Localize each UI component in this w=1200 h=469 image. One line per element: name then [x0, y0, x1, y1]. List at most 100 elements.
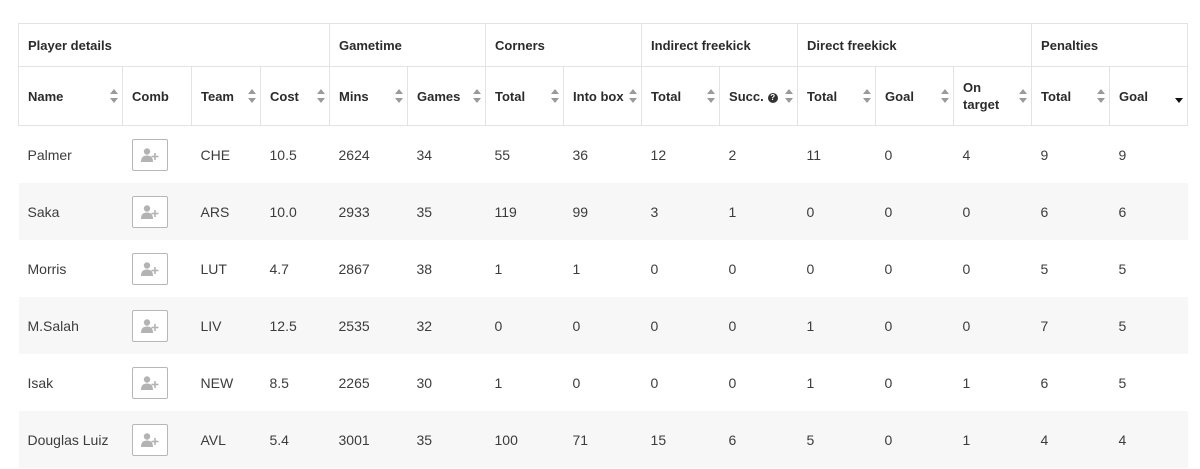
sort-icon[interactable]: [317, 89, 326, 103]
column-label: Succ.: [729, 88, 764, 104]
sort-icon[interactable]: [248, 89, 256, 103]
sort-icon[interactable]: [473, 89, 482, 103]
player-name: Isak: [27, 374, 54, 391]
corners-into-box-value: 99: [563, 183, 642, 240]
games-value: 32: [407, 297, 486, 354]
sort-icon[interactable]: [941, 89, 950, 103]
ifk-succ-value: 0: [728, 260, 737, 277]
dfk-goal-value: 0: [884, 260, 893, 277]
sort-icon[interactable]: [110, 89, 118, 103]
column-label: Comb: [132, 88, 169, 104]
column-label: Total: [1041, 88, 1072, 104]
player-name: M.Salah: [18, 297, 123, 354]
column-label: Total: [495, 88, 526, 104]
ifk-total-value: 0: [641, 297, 720, 354]
mins-value: 2624: [338, 146, 370, 163]
header-mins[interactable]: Mins: [329, 66, 409, 126]
add-to-comb-button[interactable]: [131, 423, 168, 456]
corners-total-value: 119: [485, 183, 564, 240]
column-label: Team: [201, 88, 234, 104]
column-label: Games: [417, 88, 461, 104]
header-pen-total[interactable]: Total: [1031, 66, 1111, 126]
header-dfk-on-target[interactable]: On target: [953, 66, 1033, 126]
header-cost[interactable]: Cost: [259, 66, 331, 126]
ifk-succ-value: 1: [719, 183, 798, 240]
header-ifk-succ[interactable]: Succ.?: [719, 66, 799, 126]
add-to-comb-button[interactable]: [131, 309, 168, 342]
games-value: 35: [407, 183, 486, 240]
pen-total-value: 4: [1031, 411, 1110, 468]
team-code: ARS: [191, 183, 261, 240]
games-value: 34: [416, 146, 433, 163]
team-code: NEW: [200, 374, 234, 391]
dfk-goal-value: 0: [875, 297, 954, 354]
ifk-total-value: 12: [650, 146, 667, 163]
add-user-icon: [140, 204, 158, 219]
team-code: LUT: [200, 260, 227, 277]
pen-goal-value: 5: [1118, 260, 1127, 277]
table-row: Palmer CHE 10.5 2624 34 55 36 12 2 11 0 4 9 9: [19, 126, 1188, 184]
mins-value: 2265: [338, 374, 370, 391]
sort-icon[interactable]: [863, 89, 872, 103]
dfk-total-value: 1: [806, 374, 815, 391]
sort-descending-icon[interactable]: [1175, 89, 1184, 103]
column-label: Mins: [339, 88, 369, 104]
corners-total-value: 1: [494, 374, 503, 391]
games-value: 35: [407, 411, 486, 468]
dfk-total-value: 0: [797, 183, 876, 240]
header-name[interactable]: Name: [18, 66, 123, 126]
sort-icon[interactable]: [395, 89, 404, 103]
ifk-succ-value: 6: [719, 411, 798, 468]
pen-total-value: 5: [1040, 260, 1049, 277]
group-player-details: Player details: [17, 23, 331, 67]
add-user-icon: [140, 375, 158, 390]
header-corners-into-box[interactable]: Into box: [563, 66, 643, 126]
games-value: 30: [416, 374, 433, 391]
comb-cell: [122, 411, 192, 468]
sort-icon[interactable]: [785, 89, 794, 103]
player-name: Palmer: [27, 146, 72, 163]
add-to-comb-button[interactable]: [131, 195, 168, 228]
add-to-comb-button[interactable]: [131, 138, 168, 171]
comb-cell: [122, 183, 192, 240]
corners-into-box-value: 0: [572, 374, 581, 391]
team-code: LIV: [191, 297, 261, 354]
sort-icon[interactable]: [1019, 89, 1028, 103]
group-indirect-freekick: Indirect freekick: [641, 23, 799, 67]
sort-icon[interactable]: [551, 89, 560, 103]
corners-total-value: 0: [485, 297, 564, 354]
ifk-total-value: 3: [641, 183, 720, 240]
comb-cell: [123, 240, 192, 297]
column-header-row: Name Comb Team Cost Mins Games Total Into box To…: [18, 66, 1189, 126]
header-pen-goal[interactable]: Goal: [1109, 66, 1189, 126]
header-games[interactable]: Games: [407, 66, 487, 126]
question-circle-icon[interactable]: ?: [767, 92, 778, 103]
corners-into-box-value: 71: [563, 411, 642, 468]
header-ifk-total[interactable]: Total: [641, 66, 721, 126]
ifk-total-value: 0: [650, 374, 659, 391]
sort-icon[interactable]: [1097, 89, 1106, 103]
mins-value: 3001: [329, 411, 408, 468]
column-label: Into box: [573, 88, 624, 104]
dfk-on-target-value: 0: [953, 183, 1032, 240]
cost-value: 10.5: [269, 146, 297, 163]
cost-value: 12.5: [260, 297, 330, 354]
pen-total-value: 7: [1031, 297, 1110, 354]
dfk-on-target-value: 0: [962, 260, 971, 277]
header-dfk-total[interactable]: Total: [797, 66, 877, 126]
ifk-succ-value: 2: [728, 146, 737, 163]
add-to-comb-button[interactable]: [131, 252, 168, 285]
header-corners-total[interactable]: Total: [485, 66, 565, 126]
header-team[interactable]: Team: [191, 66, 261, 126]
sort-icon[interactable]: [707, 89, 716, 103]
header-dfk-goal[interactable]: Goal: [875, 66, 955, 126]
ifk-succ-value: 0: [728, 374, 737, 391]
team-code: CHE: [200, 146, 231, 163]
pen-goal-value: 6: [1109, 183, 1188, 240]
add-to-comb-button[interactable]: [131, 366, 168, 399]
sort-icon[interactable]: [629, 89, 638, 103]
column-group-row: Player details Gametime Corners Indirect…: [17, 23, 1189, 67]
group-gametime: Gametime: [329, 23, 487, 67]
table-row: Isak NEW 8.5 2265 30 1 0 0 0 1 0 1 6 5: [19, 354, 1188, 411]
cost-value: 10.0: [260, 183, 330, 240]
